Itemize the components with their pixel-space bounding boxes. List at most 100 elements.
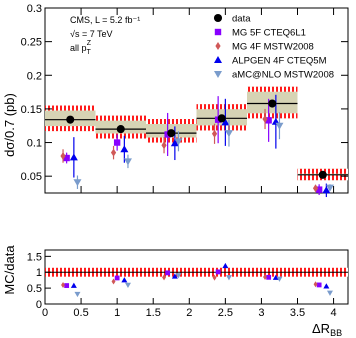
main-band-bottom-1 — [95, 133, 146, 139]
main-ytick-label-2: 0.15 — [21, 104, 42, 116]
legend: data MG 5F CTEQ6L1 MG 4F MSTW2008 ALPGEN 4F… — [213, 13, 334, 81]
ratio-series-1-point-4 — [263, 274, 267, 280]
main-series-0-point-5 — [315, 186, 323, 193]
main-data-point-2 — [167, 129, 176, 138]
ratio-series-1-point-1 — [111, 278, 116, 285]
main-ytick-label-1: 0.1 — [27, 138, 42, 150]
main-series-0-point-0 — [63, 154, 70, 162]
legend-marker-0 — [213, 13, 223, 23]
main-band-bottom-2 — [146, 137, 197, 143]
annotation-energy: √s = 7 TeV — [70, 29, 113, 39]
legend-marker-2 — [215, 42, 221, 50]
ratio-series-2-point-0 — [70, 282, 77, 288]
ratio-ytick-label-0: 0 — [36, 299, 42, 311]
legend-label-2: MG 4F MSTW2008 — [232, 42, 314, 53]
legend-label-0: data — [232, 14, 251, 25]
x-axis-title-main: ΔR — [312, 321, 330, 336]
main-series-2-point-5 — [322, 186, 331, 194]
main-band-top-4 — [247, 86, 298, 92]
main-series-3-point-0 — [73, 179, 82, 187]
legend-label-3: ALPGEN 4F CTEQ5M — [232, 56, 327, 67]
ratio-plot-frame — [44, 249, 349, 305]
annotation-lumi: CMS, L = 5.2 fb⁻¹ — [70, 15, 140, 25]
main-band-bottom-3 — [196, 125, 247, 131]
ratio-series-1-point-3 — [212, 274, 217, 281]
annotation-ptz-main: all p — [70, 43, 87, 53]
ratio-ytick-label-1: 0.5 — [27, 283, 42, 295]
x-tick-label-7: 3.5 — [290, 307, 305, 319]
annotation-ptz-sub: T — [87, 49, 92, 56]
main-ytick-label-5: 0.3 — [27, 3, 42, 15]
ratio-series-2-point-2 — [171, 273, 178, 279]
annotation-ptz: all pTZ — [70, 40, 92, 56]
x-tick-label-8: 4 — [331, 307, 337, 319]
main-band-top-2 — [146, 119, 197, 124]
ratio-series-0-point-0 — [64, 283, 70, 288]
ratio-series-3-point-5 — [326, 290, 333, 296]
main-band-top-1 — [95, 115, 146, 121]
main-band-top-3 — [196, 104, 247, 110]
legend-marker-4 — [214, 71, 222, 78]
ratio-series-2-point-5 — [323, 283, 330, 289]
x-tick-label-5: 2.5 — [218, 307, 233, 319]
x-tick-label-2: 1 — [114, 307, 120, 319]
main-series-3-point-5 — [325, 184, 334, 192]
ratio-series-2-point-1 — [121, 277, 128, 283]
main-series-2-point-0 — [69, 153, 78, 161]
main-band-bottom-0 — [45, 126, 96, 132]
main-series-3-point-4 — [275, 122, 284, 130]
annotations: CMS, L = 5.2 fb⁻¹ √s = 7 TeV all pTZ — [70, 15, 140, 56]
ratio-series-3-point-1 — [124, 282, 131, 288]
main-series-1-point-4 — [262, 115, 268, 123]
annotation-ptz-sup: Z — [87, 40, 92, 47]
ratio-series-3-point-0 — [74, 291, 81, 298]
x-axis-title-sub: BB — [330, 328, 342, 338]
main-series-1-point-1 — [110, 148, 117, 157]
ratio-ytick-label-2: 1 — [36, 267, 42, 279]
legend-marker-1 — [214, 28, 222, 36]
main-series-2-point-1 — [120, 145, 129, 153]
ratio-series-0-point-4 — [266, 274, 272, 280]
main-data-point-0 — [66, 115, 75, 124]
ratio-series-1-point-2 — [162, 274, 166, 281]
main-plot-frame — [44, 7, 349, 194]
main-series-1-point-3 — [211, 129, 218, 138]
ratio-series-3-point-3 — [225, 275, 232, 281]
ratio-panel: 00.511.50 0.5 1 1.5 2 2.5 3 3.5 4 — [27, 249, 349, 319]
legend-label-1: MG 5F CTEQ6L1 — [232, 28, 306, 39]
main-series-2-point-3 — [221, 118, 230, 126]
x-tick-label-0: 0 — [42, 307, 48, 319]
legend-marker-3 — [214, 56, 222, 63]
main-data-point-5 — [318, 170, 327, 179]
ratio-ytick-label-3: 1.5 — [27, 251, 42, 263]
main-series-3-point-1 — [123, 158, 132, 166]
main-series-3-point-2 — [174, 138, 183, 146]
ratio-series-2-point-4 — [272, 274, 279, 280]
ratio-series-2-point-3 — [222, 262, 229, 269]
ratio-series-3-point-4 — [276, 276, 283, 282]
ratio-y-axis-title: MC/data — [2, 245, 17, 295]
main-series-1-point-2 — [161, 141, 167, 150]
main-series-0-point-4 — [265, 117, 272, 124]
main-series-1-point-5 — [312, 184, 319, 193]
main-data-point-1 — [116, 125, 125, 134]
main-ytick-label-0: 0.05 — [21, 171, 42, 183]
x-tick-label-6: 3 — [258, 307, 264, 319]
main-series-3-point-3 — [224, 130, 233, 138]
main-data-point-3 — [217, 114, 226, 123]
main-data-point-4 — [268, 99, 277, 108]
ratio-series-1-point-5 — [313, 281, 318, 288]
ratio-series-0-point-3 — [215, 269, 221, 275]
main-ytick-label-4: 0.25 — [21, 37, 42, 49]
ratio-series-0-point-2 — [165, 270, 171, 276]
x-tick-label-4: 2 — [186, 307, 192, 319]
main-y-axis-title: dσ/0.7 (pb) — [2, 93, 17, 157]
main-series-1-point-0 — [60, 152, 66, 160]
legend-label-4: aMC@NLO MSTW2008 — [232, 70, 334, 81]
x-tick-label-3: 1.5 — [146, 307, 161, 319]
main-band-bottom-4 — [247, 113, 298, 119]
main-ytick-label-3: 0.2 — [27, 70, 42, 82]
ratio-series-0-point-5 — [316, 282, 322, 288]
main-series-0-point-1 — [113, 139, 121, 146]
